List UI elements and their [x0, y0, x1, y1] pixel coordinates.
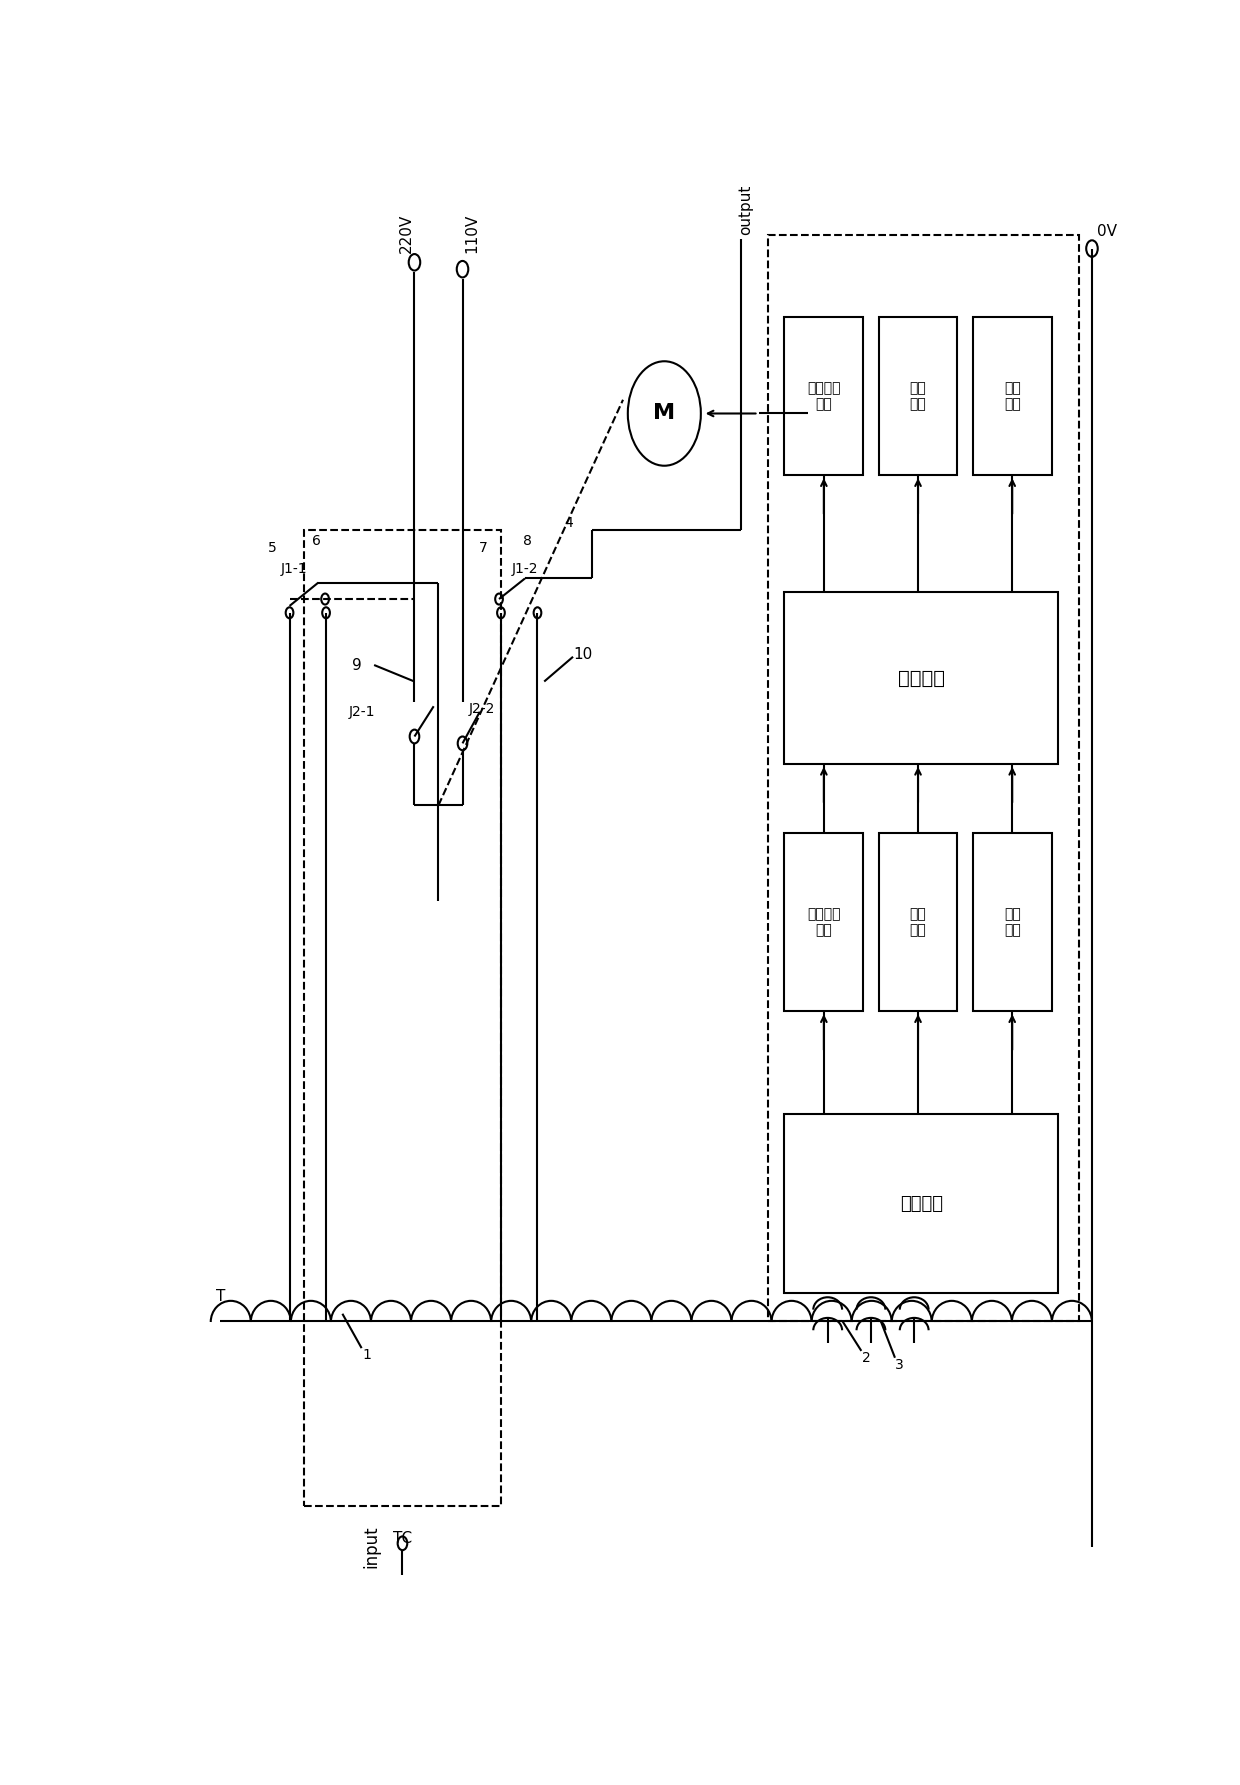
Bar [785, 832, 863, 1012]
Text: J2-2: J2-2 [469, 702, 495, 716]
Text: 9: 9 [352, 657, 362, 673]
Text: 关机复位
电路: 关机复位 电路 [807, 907, 841, 937]
Text: 4: 4 [564, 516, 573, 530]
Bar [973, 832, 1052, 1012]
Bar [768, 236, 1079, 1321]
Bar [785, 1114, 1058, 1292]
Text: M: M [653, 403, 676, 423]
Text: 基准
电路: 基准 电路 [1004, 907, 1021, 937]
Bar [304, 530, 501, 1507]
Text: 电机驱动
电路: 电机驱动 电路 [807, 382, 841, 411]
Bar [973, 318, 1052, 475]
Text: 110V: 110V [465, 214, 480, 253]
Text: TC: TC [393, 1532, 412, 1546]
Text: 1: 1 [362, 1348, 371, 1362]
Text: 10: 10 [573, 646, 593, 662]
Text: 8: 8 [523, 534, 532, 548]
Text: 0V: 0V [1096, 223, 1117, 239]
Text: 保护
电路: 保护 电路 [1004, 382, 1021, 411]
Text: 2: 2 [862, 1351, 870, 1366]
Text: 电源电路: 电源电路 [900, 1194, 942, 1212]
Text: output: output [739, 184, 754, 236]
Bar [785, 593, 1058, 764]
Text: T: T [216, 1289, 224, 1305]
Bar [879, 318, 957, 475]
Text: J1-1: J1-1 [281, 562, 308, 577]
Text: J1-2: J1-2 [512, 562, 538, 577]
Bar [785, 318, 863, 475]
Text: 3: 3 [895, 1358, 904, 1371]
Text: J2-1: J2-1 [348, 705, 374, 719]
Bar [879, 832, 957, 1012]
Text: 主控电路: 主控电路 [898, 669, 945, 687]
Text: 调压
电路: 调压 电路 [910, 382, 926, 411]
Text: 6: 6 [312, 534, 321, 548]
Text: input: input [362, 1526, 381, 1567]
Text: 采样
电路: 采样 电路 [910, 907, 926, 937]
Text: 5: 5 [268, 541, 277, 555]
Text: 7: 7 [480, 541, 489, 555]
Text: 220V: 220V [399, 214, 414, 253]
